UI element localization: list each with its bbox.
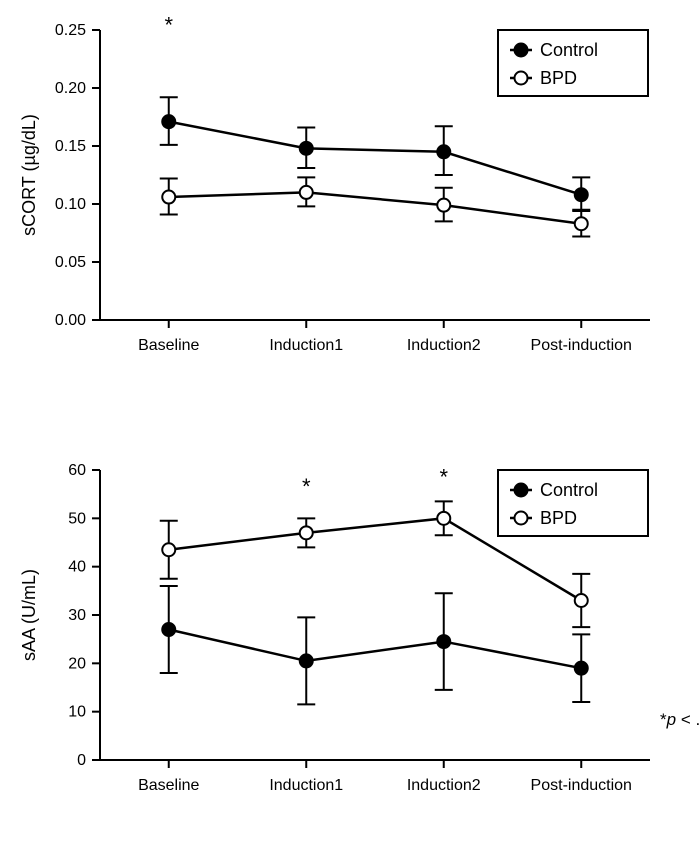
y-tick-label: 0.25 xyxy=(55,22,86,39)
significance-asterisk: * xyxy=(439,465,448,490)
data-marker xyxy=(162,543,175,556)
legend-label: BPD xyxy=(540,68,577,88)
y-tick-label: 0.10 xyxy=(55,196,86,213)
series-top xyxy=(160,97,591,236)
y-tick-label: 0 xyxy=(77,752,86,769)
data-marker xyxy=(437,199,450,212)
y-tick-label: 0.05 xyxy=(55,254,86,271)
footnote-text: *p < .05 xyxy=(660,710,700,729)
data-marker xyxy=(300,654,313,667)
legend-label: Control xyxy=(540,480,598,500)
panel-top: 0.00 0.05 0.10 0.15 0.20 0.25 Baseline Inducti… xyxy=(0,10,700,390)
data-marker xyxy=(162,115,175,128)
y-tick-label: 0.00 xyxy=(55,312,86,329)
y-tick-label: 0.20 xyxy=(55,80,86,97)
data-marker xyxy=(162,191,175,204)
figure-root: 0.00 0.05 0.10 0.15 0.20 0.25 Baseline Inducti… xyxy=(0,0,700,844)
x-tick-label: Induction1 xyxy=(269,777,343,794)
y-tick-label: 40 xyxy=(68,559,86,576)
legend-bottom: Control BPD xyxy=(498,470,648,536)
y-tick-label: 20 xyxy=(68,655,86,672)
data-marker xyxy=(575,662,588,675)
data-marker xyxy=(437,145,450,158)
data-marker xyxy=(575,594,588,607)
legend-label: Control xyxy=(540,40,598,60)
significance-asterisk: * xyxy=(164,12,173,37)
x-tick-label: Baseline xyxy=(138,777,199,794)
series-line xyxy=(169,192,582,223)
x-tick-label: Baseline xyxy=(138,337,199,354)
legend-top: Control BPD xyxy=(498,30,648,96)
x-tick-label: Induction2 xyxy=(407,337,481,354)
legend-marker-icon xyxy=(515,512,528,525)
y-ticks-bottom: 0 10 20 30 40 50 60 xyxy=(68,462,100,769)
series-line xyxy=(169,122,582,195)
x-tick-label: Post-induction xyxy=(531,337,632,354)
sig-markers-bottom: ** xyxy=(302,465,449,500)
data-marker xyxy=(300,526,313,539)
legend-marker-icon xyxy=(515,44,528,57)
x-tick-label: Post-induction xyxy=(531,777,632,794)
data-marker xyxy=(300,186,313,199)
y-tick-label: 60 xyxy=(68,462,86,479)
y-tick-label: 30 xyxy=(68,607,86,624)
legend-marker-icon xyxy=(515,72,528,85)
legend-marker-icon xyxy=(515,484,528,497)
footnote: *p < .05 xyxy=(660,710,700,729)
y-tick-label: 10 xyxy=(68,704,86,721)
y-axis-label: sAA (U/mL) xyxy=(19,569,39,661)
series-line xyxy=(169,630,582,669)
panel-bottom: 0 10 20 30 40 50 60 Baseline Induction1 Inductio… xyxy=(0,450,700,830)
data-marker xyxy=(575,217,588,230)
significance-asterisk: * xyxy=(302,474,311,499)
legend-label: BPD xyxy=(540,508,577,528)
y-axis-label: sCORT (µg/dL) xyxy=(19,114,39,236)
data-marker xyxy=(437,635,450,648)
x-tick-label: Induction2 xyxy=(407,777,481,794)
y-tick-label: 50 xyxy=(68,510,86,527)
data-marker xyxy=(575,188,588,201)
x-ticks-bottom: Baseline Induction1 Induction2 Post-inducti… xyxy=(138,760,632,794)
data-marker xyxy=(300,142,313,155)
sig-markers-top: * xyxy=(164,12,173,37)
data-marker xyxy=(162,623,175,636)
x-tick-label: Induction1 xyxy=(269,337,343,354)
y-tick-label: 0.15 xyxy=(55,138,86,155)
chart-top-svg: 0.00 0.05 0.10 0.15 0.20 0.25 Baseline Inducti… xyxy=(0,10,700,390)
chart-bottom-svg: 0 10 20 30 40 50 60 Baseline Induction1 Inductio… xyxy=(0,450,700,830)
y-ticks-top: 0.00 0.05 0.10 0.15 0.20 0.25 xyxy=(55,22,100,329)
data-marker xyxy=(437,512,450,525)
x-ticks-top: Baseline Induction1 Induction2 Post-inducti… xyxy=(138,320,632,354)
